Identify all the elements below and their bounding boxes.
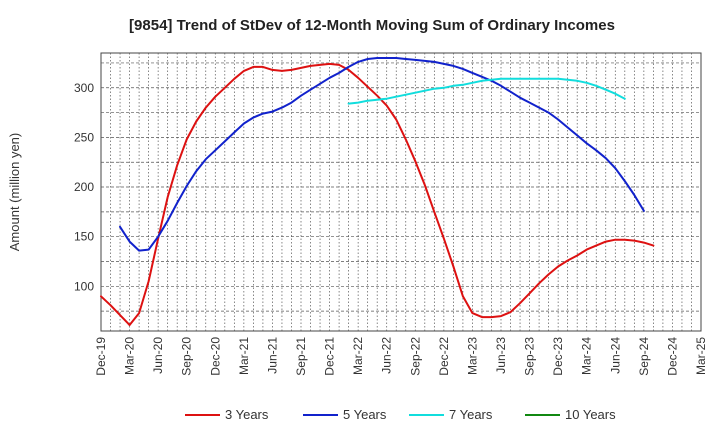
x-tick-label: Jun-21 xyxy=(265,337,279,374)
y-tick-label: 150 xyxy=(74,230,94,244)
chart-title: [9854] Trend of StDev of 12-Month Moving… xyxy=(129,17,615,34)
legend-label: 5 Years xyxy=(343,407,387,422)
x-tick-label: Dec-20 xyxy=(208,337,222,376)
series-layer xyxy=(100,57,655,326)
x-tick-label: Dec-23 xyxy=(551,337,565,376)
x-tick-label: Dec-22 xyxy=(437,337,451,376)
x-tick-label: Jun-24 xyxy=(608,337,622,374)
series-line-3 xyxy=(347,77,626,105)
x-tick-label: Jun-23 xyxy=(494,337,508,374)
x-tick-label: Dec-19 xyxy=(94,337,108,376)
grid xyxy=(101,53,701,331)
legend-label: 10 Years xyxy=(565,407,616,422)
x-tick-label: Sep-21 xyxy=(294,337,308,376)
x-tick-label: Dec-21 xyxy=(323,337,337,376)
y-axis-label: Amount (million yen) xyxy=(7,133,22,252)
x-tick-label: Mar-23 xyxy=(465,337,479,375)
x-tick-label: Mar-24 xyxy=(580,337,594,375)
x-tick-label: Sep-23 xyxy=(523,337,537,376)
legend-label: 7 Years xyxy=(449,407,493,422)
x-tick-label: Mar-20 xyxy=(123,337,137,375)
x-tick-label: Sep-20 xyxy=(180,337,194,376)
y-tick-label: 200 xyxy=(74,180,94,194)
x-tick-label: Sep-22 xyxy=(408,337,422,376)
x-tick-label: Jun-22 xyxy=(380,337,394,374)
x-axis-ticks: Dec-19 Mar-20 Jun-20 Sep-20 Dec-20 Mar-21 Jun-… xyxy=(94,337,708,376)
series-line-1 xyxy=(100,62,655,326)
x-tick-label: Mar-21 xyxy=(237,337,251,375)
plot-area xyxy=(100,52,702,332)
x-tick-label: Mar-22 xyxy=(351,337,365,375)
series-line-2 xyxy=(119,57,645,252)
y-tick-label: 250 xyxy=(74,130,94,144)
x-tick-label: Sep-24 xyxy=(637,337,651,376)
legend: 3 Years 5 Years 7 Years 10 Years xyxy=(185,407,616,422)
y-axis-ticks: 100 150 200 250 300 xyxy=(74,81,94,294)
x-tick-label: Jun-20 xyxy=(151,337,165,374)
y-tick-label: 100 xyxy=(74,279,94,293)
y-tick-label: 300 xyxy=(74,81,94,95)
legend-label: 3 Years xyxy=(225,407,269,422)
x-tick-label: Dec-24 xyxy=(665,337,679,376)
x-tick-label: Mar-25 xyxy=(694,337,708,375)
